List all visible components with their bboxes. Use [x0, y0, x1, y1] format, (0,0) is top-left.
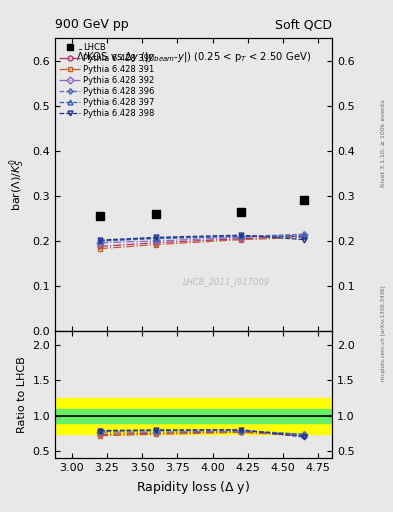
Y-axis label: Ratio to LHCB: Ratio to LHCB — [17, 356, 27, 433]
Text: 900 GeV pp: 900 GeV pp — [55, 18, 129, 31]
Text: $\bar{\Lambda}$/KOS vs $\Delta y$ ($|y_{beam}$-$y|$) (0.25 < p$_T$ < 2.50 GeV): $\bar{\Lambda}$/KOS vs $\Delta y$ ($|y_{… — [76, 49, 311, 65]
Text: Rivet 3.1.10, ≥ 100k events: Rivet 3.1.10, ≥ 100k events — [381, 99, 386, 187]
Bar — [55, 409, 332, 423]
Legend: LHCB, Pythia 6.428 390, Pythia 6.428 391, Pythia 6.428 392, Pythia 6.428 396, Py: LHCB, Pythia 6.428 390, Pythia 6.428 391… — [57, 41, 156, 120]
Y-axis label: bar($\Lambda$)/$K^0_S$: bar($\Lambda$)/$K^0_S$ — [7, 158, 27, 211]
Bar — [55, 398, 332, 434]
Text: LHCB_2011_I917009: LHCB_2011_I917009 — [183, 277, 270, 286]
Text: Soft QCD: Soft QCD — [275, 18, 332, 31]
X-axis label: Rapidity loss ($\Delta$ y): Rapidity loss ($\Delta$ y) — [136, 479, 251, 496]
Text: mcplots.cern.ch [arXiv:1306.3436]: mcplots.cern.ch [arXiv:1306.3436] — [381, 285, 386, 380]
